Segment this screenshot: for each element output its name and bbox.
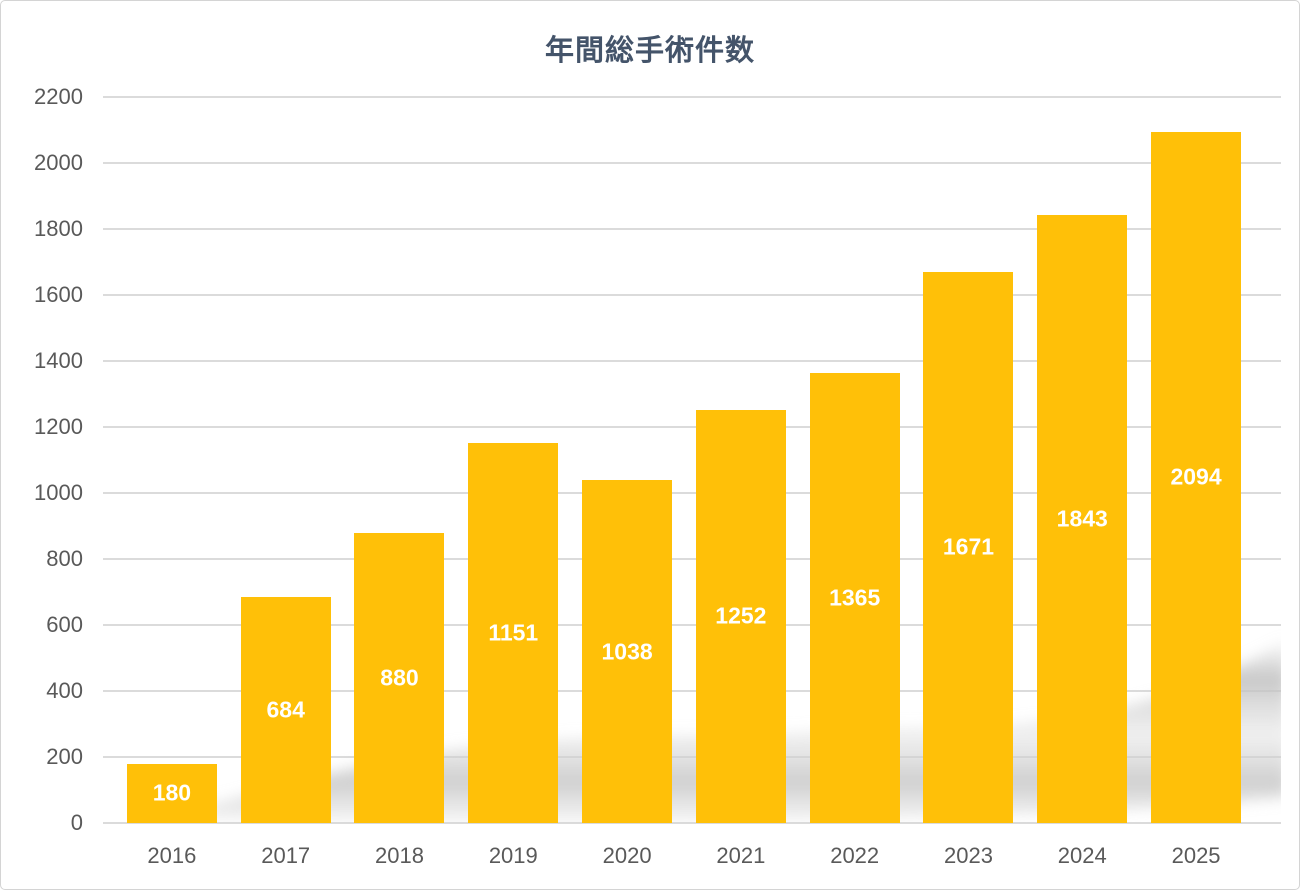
bar[interactable]: 1252 xyxy=(695,409,786,823)
y-axis-tick-label: 1000 xyxy=(34,480,83,505)
y-axis-tick-label: 1800 xyxy=(34,216,83,241)
gridline xyxy=(103,96,1281,98)
gridline xyxy=(103,162,1281,164)
y-axis-tick-label: 2000 xyxy=(34,150,83,175)
gridline xyxy=(103,360,1281,362)
bar-value-label: 1365 xyxy=(829,584,881,611)
plot-area: 180 2016 684 2017 880 2018 1151 2019 1038 2020 125… xyxy=(103,96,1281,868)
gridline xyxy=(103,624,1281,626)
x-axis-tick-label: 2016 xyxy=(147,843,197,868)
bar-value-label: 1671 xyxy=(942,533,995,560)
bar-slot: 1038 2020 xyxy=(570,97,684,868)
bar-value-label: 1151 xyxy=(488,619,539,646)
bar-value-label: 180 xyxy=(152,779,192,806)
bar-slot: 180 2016 xyxy=(115,97,229,868)
bar-value-label: 684 xyxy=(266,696,305,723)
x-axis-tick-label: 2019 xyxy=(488,843,538,868)
bar[interactable]: 2094 xyxy=(1151,131,1242,823)
y-axis-tick-label: 1200 xyxy=(34,414,83,439)
x-axis-tick-label: 2020 xyxy=(602,843,652,868)
y-axis-tick-label: 800 xyxy=(46,546,83,571)
gridline xyxy=(103,426,1281,428)
bar-slot: 1843 2024 xyxy=(1025,97,1139,868)
bar-slot: 880 2018 xyxy=(343,97,457,868)
y-axis-tick-label: 1600 xyxy=(34,282,83,307)
chart-title: 年間総手術件数 xyxy=(544,35,755,67)
bar-slot: 1365 2022 xyxy=(798,97,912,868)
gridline xyxy=(103,228,1281,230)
y-axis-tick-label: 400 xyxy=(46,678,83,703)
x-axis-tick-label: 2018 xyxy=(375,843,424,868)
bar[interactable]: 684 xyxy=(240,597,331,823)
y-axis-tick-label: 1400 xyxy=(34,348,83,373)
bar[interactable]: 1038 xyxy=(582,480,673,823)
bar-value-label: 1038 xyxy=(601,638,653,665)
bar-slot: 1252 2021 xyxy=(684,97,798,868)
bars-container: 180 2016 684 2017 880 2018 1151 2019 1038 2020 125… xyxy=(115,97,1253,868)
bar[interactable]: 1151 xyxy=(468,443,559,823)
gridline xyxy=(103,294,1281,296)
x-axis-tick-label: 2023 xyxy=(944,843,993,868)
gridline xyxy=(103,558,1281,560)
bar-slot: 2094 2025 xyxy=(1139,97,1253,868)
y-axis-tick-label: 600 xyxy=(46,612,83,637)
x-axis-tick-label: 2025 xyxy=(1171,843,1221,868)
bar-slot: 1151 2019 xyxy=(456,97,570,868)
bar[interactable]: 1365 xyxy=(809,372,900,823)
y-axis: 0 200 400 600 800 1000 1200 1400 1600 1800 2000 220… xyxy=(1,86,87,834)
y-axis-tick-label: 2200 xyxy=(34,84,83,109)
y-axis-tick-label: 200 xyxy=(46,744,83,769)
bar[interactable]: 1671 xyxy=(923,271,1014,823)
bar-slot: 684 2017 xyxy=(229,97,343,868)
bar-value-label: 1252 xyxy=(715,602,767,629)
bar-value-label: 1843 xyxy=(1056,505,1108,532)
x-axis-tick-label: 2022 xyxy=(830,843,880,868)
bar[interactable]: 1843 xyxy=(1037,214,1128,823)
gridline xyxy=(103,492,1281,494)
gridline xyxy=(103,822,1281,824)
bar-slot: 1671 2023 xyxy=(912,97,1026,868)
x-axis-tick-label: 2024 xyxy=(1057,843,1107,868)
x-axis-tick-label: 2021 xyxy=(716,843,766,868)
x-axis-tick-label: 2017 xyxy=(261,843,311,868)
bar-value-label: 880 xyxy=(380,664,419,691)
y-axis-tick-label: 0 xyxy=(70,810,83,835)
bar[interactable]: 180 xyxy=(126,763,217,823)
bar[interactable]: 880 xyxy=(354,532,445,823)
bar-value-label: 2094 xyxy=(1170,463,1222,490)
